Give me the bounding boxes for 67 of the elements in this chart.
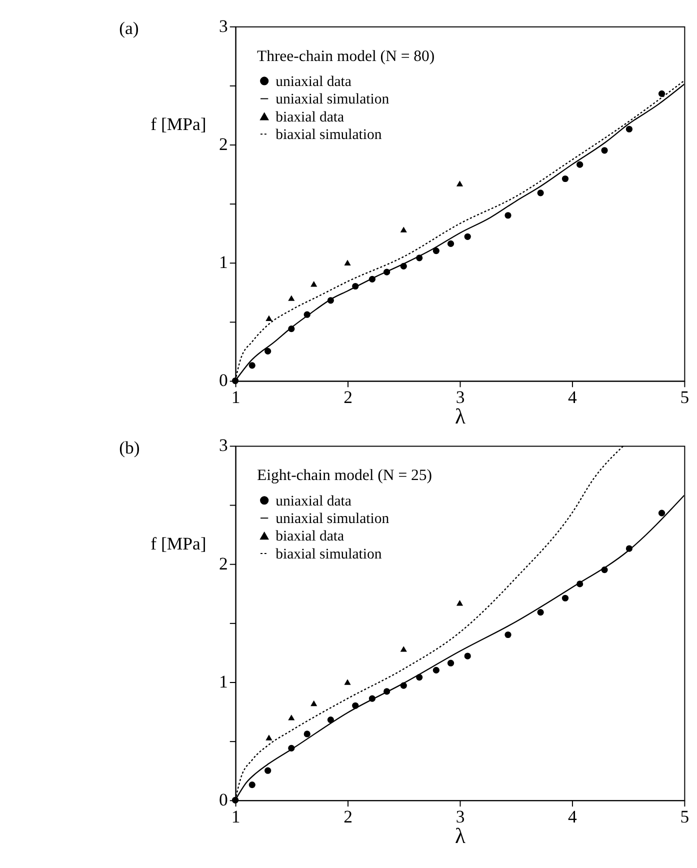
legend-label: uniaxial simulation	[276, 511, 390, 528]
point	[447, 240, 454, 248]
point	[248, 781, 256, 788]
x-tick-label: 5	[680, 806, 690, 826]
legend-label: biaxial data	[276, 109, 344, 126]
point	[327, 716, 334, 724]
point	[562, 594, 569, 602]
chart-title: (a)	[119, 18, 139, 38]
point	[504, 631, 512, 638]
legend-title: Eight-chain model (N = 25)	[256, 467, 432, 484]
point	[264, 767, 272, 774]
y-tick-label: 1	[219, 252, 228, 272]
point	[456, 180, 464, 186]
y-tick-label: 0	[219, 790, 228, 810]
point	[562, 175, 569, 182]
x-tick-label: 4	[568, 386, 578, 407]
point	[658, 90, 666, 97]
point	[432, 248, 440, 254]
point	[504, 212, 512, 219]
point	[304, 730, 310, 738]
point	[310, 700, 318, 706]
point	[288, 295, 295, 301]
y-tick-label: 2	[219, 553, 228, 574]
point	[344, 260, 351, 266]
x-axis-title: λ	[454, 824, 466, 848]
y-tick-label: 1	[219, 671, 228, 692]
y-tick-label: 2	[219, 134, 228, 154]
point	[344, 679, 351, 685]
point	[266, 315, 272, 322]
point	[537, 609, 544, 616]
legend-label: biaxial data	[276, 528, 344, 545]
point	[400, 646, 407, 652]
legend-label: uniaxial simulation	[276, 92, 390, 108]
legend-label: uniaxial data	[276, 74, 352, 90]
x-tick-label: 3	[456, 806, 465, 826]
point	[264, 348, 272, 355]
point	[601, 147, 608, 154]
legend-label: biaxial simulation	[276, 127, 382, 144]
point	[432, 666, 440, 674]
point	[456, 600, 464, 606]
point	[626, 126, 633, 132]
point	[576, 161, 584, 168]
point	[658, 510, 666, 516]
point	[447, 660, 454, 666]
y-axis-title: f [MPa]	[150, 534, 206, 554]
x-tick-label: 5	[680, 386, 690, 407]
chart-title: (b)	[119, 438, 140, 458]
y-tick-label: 3	[219, 16, 228, 36]
point	[248, 362, 256, 369]
x-tick-label: 2	[344, 386, 352, 407]
x-tick-label: 2	[344, 806, 352, 826]
y-tick-label: 3	[219, 435, 228, 456]
x-axis-title: λ	[454, 404, 466, 429]
point	[310, 281, 318, 287]
y-axis-title: f [MPa]	[150, 114, 206, 134]
point	[537, 190, 544, 196]
point	[288, 714, 295, 720]
point	[464, 233, 471, 240]
point	[400, 226, 407, 232]
legend-label: biaxial simulation	[276, 546, 382, 562]
x-tick-label: 4	[568, 806, 578, 826]
legend-label: uniaxial data	[276, 493, 352, 510]
point	[266, 734, 272, 740]
x-tick-label: 3	[456, 386, 465, 407]
point	[464, 652, 471, 660]
legend-title: Three-chain model (N = 80)	[256, 48, 435, 65]
y-tick-label: 0	[219, 370, 228, 390]
